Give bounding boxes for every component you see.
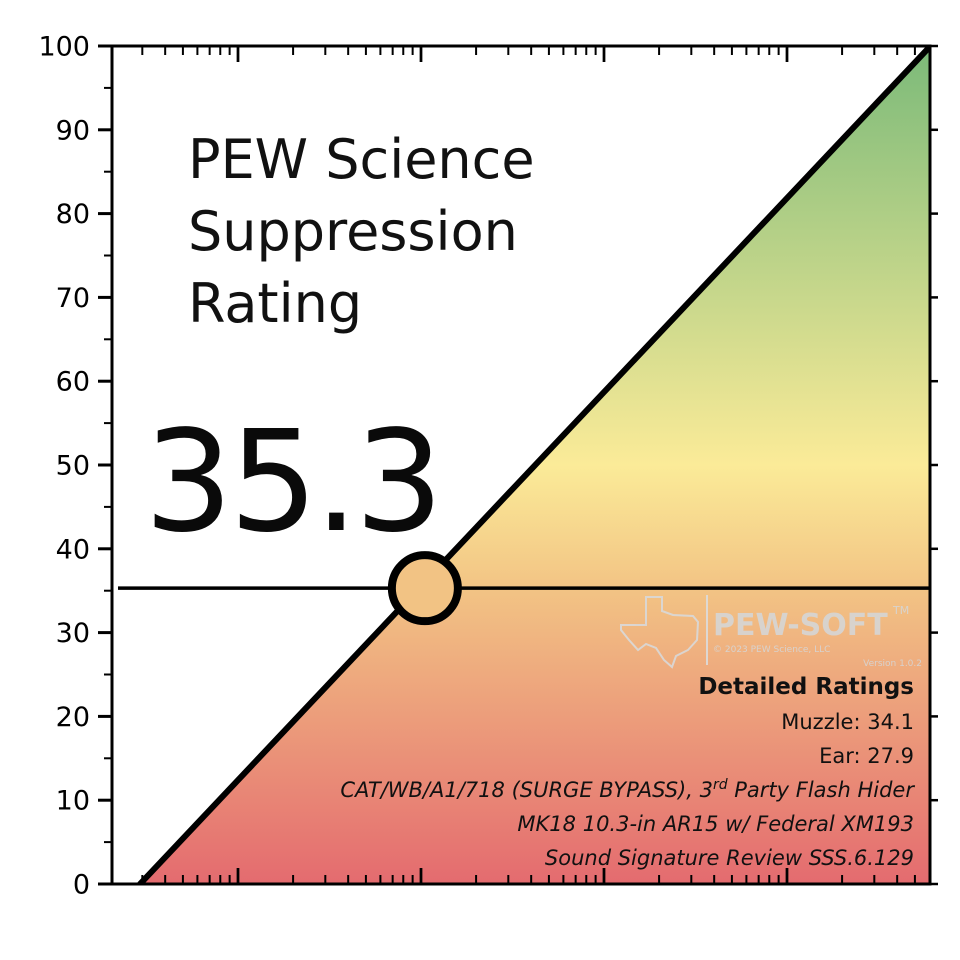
y-tick-label: 80: [56, 199, 90, 230]
configuration-text-suffix: Party Flash Hider: [728, 778, 916, 802]
chart-title-line-3: Rating: [188, 272, 362, 335]
y-tick-label: 30: [56, 618, 90, 649]
watermark-copyright: © 2023 PEW Science, LLC: [713, 645, 830, 655]
chart-title-line-2: Suppression: [188, 200, 518, 263]
muzzle-rating: Muzzle: 34.1: [781, 710, 914, 734]
y-tick-label: 0: [73, 870, 90, 901]
x-axis-ticks: [141, 46, 916, 884]
y-tick-label: 10: [56, 786, 90, 817]
y-tick-label: 50: [56, 451, 90, 482]
y-tick-label: 40: [56, 534, 90, 565]
host-weapon-text: MK18 10.3-in AR15 w/ Federal XM193: [517, 812, 914, 836]
configuration-text-superscript: rd: [713, 777, 728, 793]
watermark-trademark: TM: [892, 604, 909, 617]
watermark-version: Version 1.0.2: [863, 659, 922, 669]
watermark-brand: PEW-SOFT: [713, 608, 888, 643]
y-tick-label: 90: [56, 115, 90, 146]
y-tick-label: 20: [56, 702, 90, 733]
configuration-text: CAT/WB/A1/718 (SURGE BYPASS), 3rd Party …: [340, 777, 915, 802]
configuration-text-main: CAT/WB/A1/718 (SURGE BYPASS), 3: [340, 778, 713, 802]
rating-value: 35.3: [144, 401, 440, 564]
rating-diagonal-line: [137, 46, 930, 884]
texas-outline-icon: [620, 596, 700, 669]
y-axis-labels: 0 10 20 30 40 50 60 70 80 90 100: [38, 32, 90, 901]
pew-soft-watermark: PEW-SOFT TM © 2023 PEW Science, LLC Vers…: [620, 595, 922, 669]
y-tick-label: 70: [56, 283, 90, 314]
y-tick-label: 100: [38, 32, 90, 63]
y-tick-label: 60: [56, 367, 90, 398]
ear-rating: Ear: 27.9: [819, 744, 914, 768]
chart-title-line-1: PEW Science: [188, 128, 535, 191]
rating-marker: [387, 551, 462, 626]
detailed-ratings-heading: Detailed Ratings: [698, 674, 914, 700]
y-axis-ticks: [98, 44, 938, 886]
review-id-text: Sound Signature Review SSS.6.129: [545, 846, 914, 870]
